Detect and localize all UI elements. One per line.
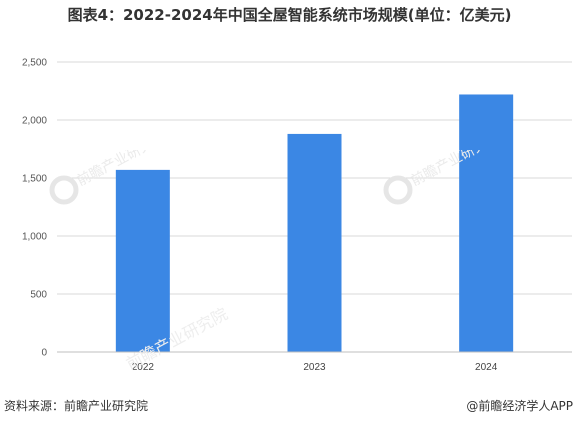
y-tick-label: 0 [41,348,47,359]
y-tick-label: 2,500 [22,58,47,69]
y-tick-label: 2,000 [22,116,47,127]
y-tick-label: 1,000 [22,232,47,243]
source-note: 资料来源：前瞻产业研究院 [4,399,149,413]
bars [115,94,514,352]
y-tick-label: 500 [30,290,47,301]
bar-2022 [115,169,170,352]
x-tick-label: 2023 [303,362,326,373]
bar-2024 [459,94,514,352]
x-tick-label: 2022 [132,362,155,373]
y-axis-tick-labels: 0 500 1,000 1,500 2,000 2,500 [22,58,47,359]
credit-note: @前瞻经济学人APP [466,399,573,413]
y-tick-label: 1,500 [22,174,47,185]
chart-title: 图表4：2022-2024年中国全屋智能系统市场规模(单位：亿美元) [67,6,512,24]
bar-2023 [287,133,342,352]
x-axis-tick-labels: 2022 2023 2024 [132,362,498,373]
x-tick-label: 2024 [475,362,498,373]
